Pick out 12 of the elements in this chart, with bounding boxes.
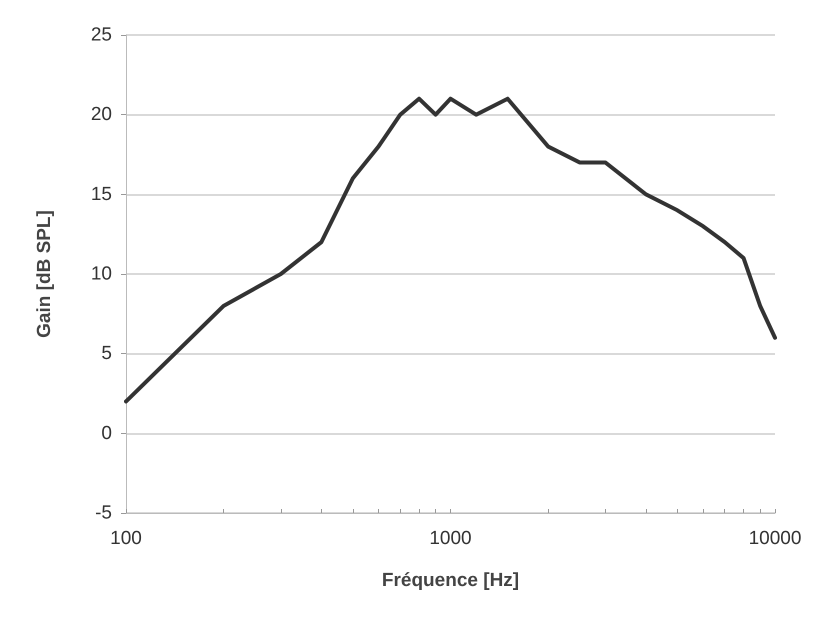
y-tick-label: 25 [90, 24, 112, 46]
y-tick-label: 15 [90, 184, 112, 205]
y-tick-label: 5 [101, 343, 112, 364]
x-tick-label: 100 [110, 528, 142, 549]
y-tick-label: 0 [101, 422, 112, 444]
y-tick-label: -5 [95, 502, 112, 524]
y-tick-label: 20 [90, 104, 112, 126]
y-tick-label: 10 [90, 264, 112, 284]
x-tick-label: 10000 [748, 528, 802, 549]
y-axis-title: Gain [dB SPL] [34, 210, 55, 338]
x-tick-label: 1000 [429, 528, 472, 549]
x-axis-title: Fréquence [Hz] [382, 570, 520, 591]
